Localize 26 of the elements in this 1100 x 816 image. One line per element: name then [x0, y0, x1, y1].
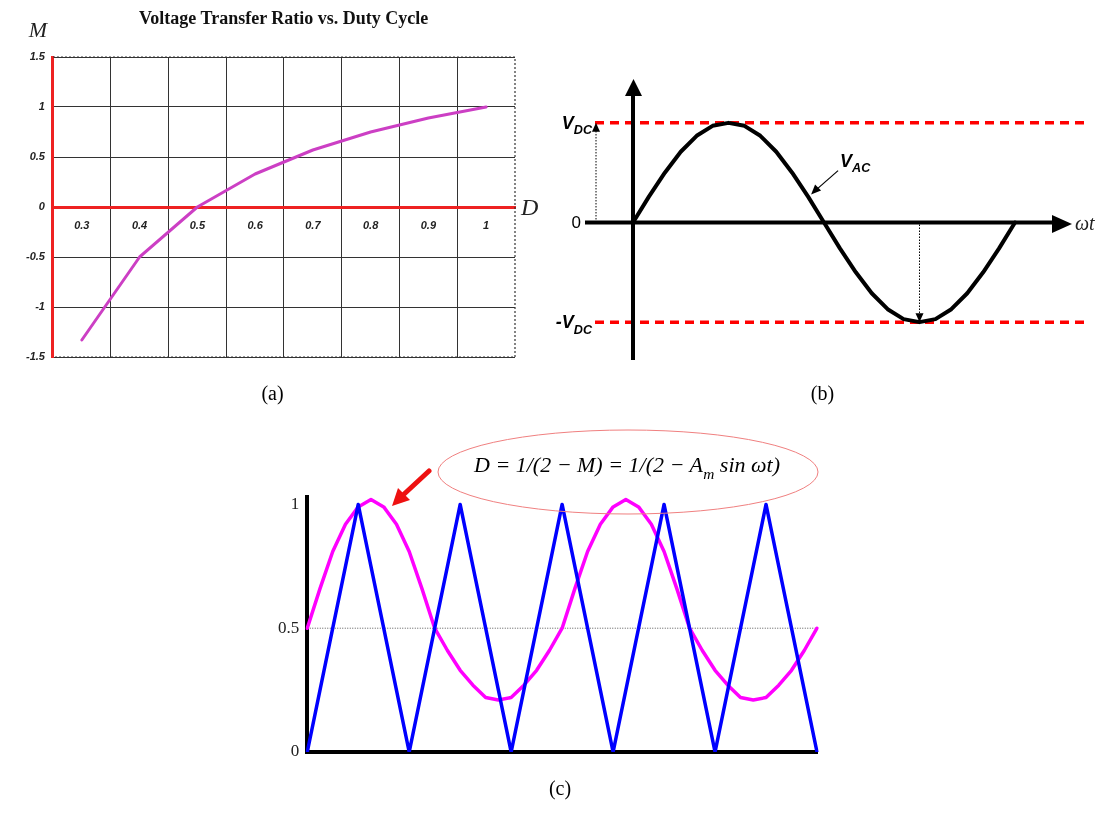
y-tick-label: -1 — [35, 300, 45, 313]
x-tick-label: 1 — [483, 218, 490, 231]
x-tick-label: 0.9 — [420, 218, 437, 231]
y-tick-label: -0.5 — [25, 250, 46, 263]
y-tick-label: 0 — [38, 200, 46, 213]
x-axis-title: ωt — [1075, 212, 1096, 235]
y-tick-label: 1.5 — [29, 50, 46, 63]
text: (c) — [548, 777, 572, 800]
x-axis-title: D — [520, 194, 539, 220]
y-tick-label: 0.5 — [278, 617, 300, 637]
y-tick-label: 1 — [290, 493, 300, 513]
chart-title: Voltage Transfer Ratio vs. Duty Cycle — [139, 8, 429, 28]
y-tick-label: 0 — [290, 741, 300, 761]
x-tick-label: 0.7 — [305, 218, 322, 231]
x-tick-label: 0.6 — [247, 218, 264, 231]
text: (a) — [261, 382, 284, 405]
y-tick-label: -1.5 — [25, 350, 46, 363]
y-tick-label: 0.5 — [29, 150, 46, 163]
x-tick-label: 0.5 — [189, 218, 206, 231]
text: 0 — [571, 213, 582, 233]
x-tick-label: 0.3 — [74, 218, 90, 231]
x-tick-label: 0.4 — [131, 218, 148, 231]
y-tick-label: 1 — [38, 100, 45, 113]
y-axis-title: M — [27, 17, 49, 42]
x-tick-label: 0.8 — [362, 218, 380, 231]
text: (b) — [810, 382, 835, 405]
